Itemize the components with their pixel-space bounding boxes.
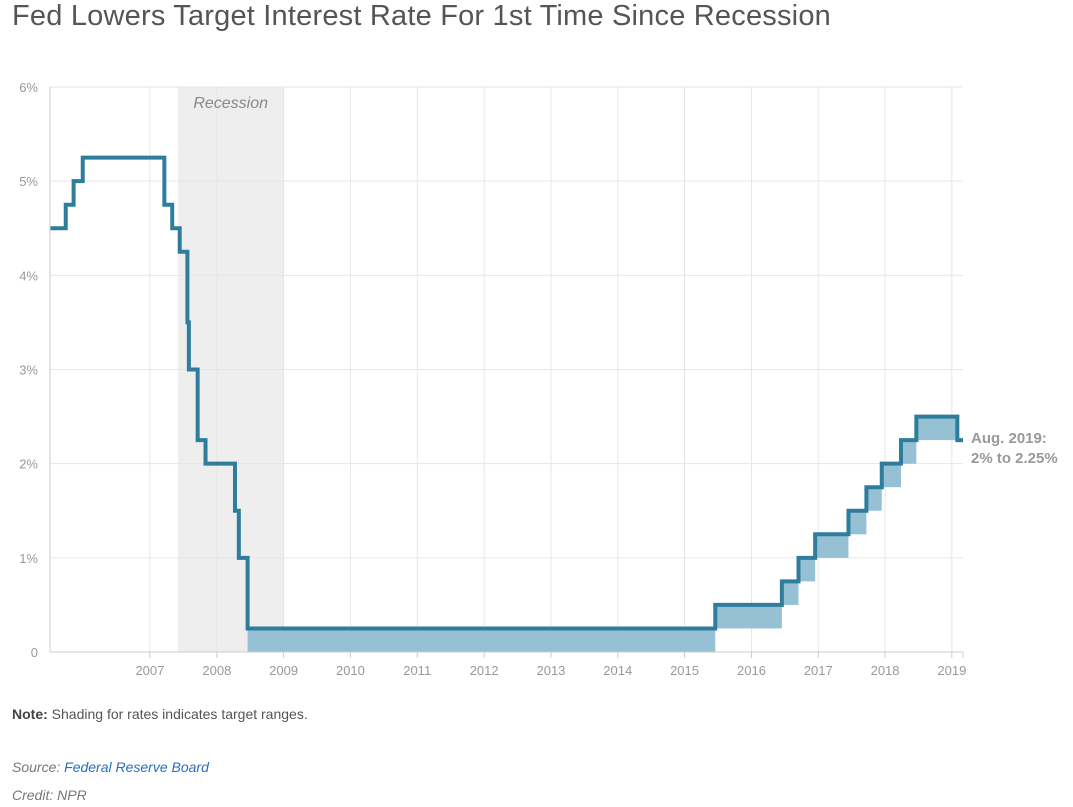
- source-label: Source:: [12, 759, 65, 775]
- chart-labels: Recession 0 1% 2% 3% 4% 5% 6% 2007 2008 2009 2010 20…: [19, 80, 1058, 678]
- target-range-band: [866, 487, 882, 511]
- target-range-band: [916, 416, 958, 441]
- target-range-band: [881, 463, 901, 488]
- axes: [49, 87, 964, 658]
- target-rate-line: [50, 155, 963, 631]
- target-rate-series: [50, 155, 963, 631]
- x-tick-label: 2011: [403, 663, 431, 678]
- target-range-band: [848, 510, 867, 535]
- y-tick-label: 0: [31, 645, 38, 660]
- chart-source: Source: Federal Reserve Board: [12, 759, 209, 775]
- y-tick-label: 6%: [19, 80, 38, 95]
- x-tick-label: 2017: [804, 663, 833, 678]
- chart-title: Fed Lowers Target Interest Rate For 1st …: [12, 0, 831, 32]
- x-tick-label: 2013: [536, 663, 565, 678]
- note-text: Shading for rates indicates target range…: [47, 706, 308, 722]
- x-tick-label: 2010: [336, 663, 365, 678]
- y-tick-label: 2%: [19, 457, 38, 472]
- chart-note: Note: Shading for rates indicates target…: [12, 706, 308, 722]
- chart-area: Recession 0 1% 2% 3% 4% 5% 6% 2007 2008 2009 2010 20…: [19, 80, 1058, 678]
- rate-annotation-line: 2% to 2.25%: [971, 450, 1058, 467]
- x-tick-label: 2019: [937, 663, 966, 678]
- x-tick-label: 2018: [871, 663, 900, 678]
- rate-annotation-line: Aug. 2019:: [971, 430, 1047, 447]
- target-range-band: [715, 604, 782, 629]
- y-tick-label: 5%: [19, 174, 38, 189]
- x-tick-label: 2015: [670, 663, 699, 678]
- target-range-band: [815, 534, 849, 558]
- target-range-band: [900, 440, 917, 464]
- target-range-band: [798, 557, 816, 582]
- recession-label: Recession: [193, 95, 268, 112]
- source-link[interactable]: Federal Reserve Board: [64, 759, 209, 775]
- x-tick-label: 2012: [470, 663, 499, 678]
- x-tick-label: 2016: [737, 663, 766, 678]
- y-tick-label: 1%: [19, 551, 38, 566]
- x-tick-label: 2009: [269, 663, 298, 678]
- target-range-band: [247, 628, 716, 652]
- target-range-bands: [247, 416, 958, 652]
- target-range-band: [781, 581, 799, 605]
- note-label: Note:: [12, 706, 48, 722]
- x-tick-label: 2007: [135, 663, 164, 678]
- x-tick-label: 2008: [202, 663, 231, 678]
- x-tick-label: 2014: [603, 663, 632, 678]
- y-tick-label: 3%: [19, 363, 38, 378]
- chart-credit: Credit: NPR: [12, 787, 87, 803]
- y-tick-label: 4%: [19, 268, 38, 283]
